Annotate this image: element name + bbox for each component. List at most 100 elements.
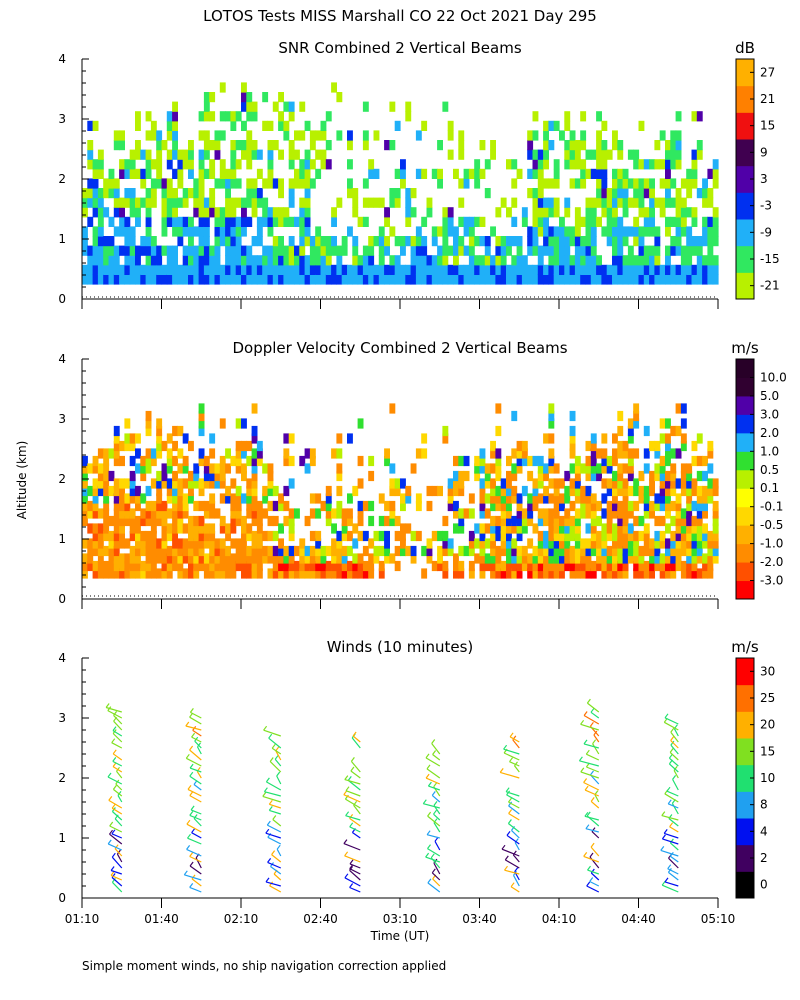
snr-cell bbox=[230, 274, 237, 285]
doppler-cell bbox=[686, 560, 693, 572]
snr-cell bbox=[193, 264, 200, 275]
colorbar-swatch bbox=[736, 871, 754, 899]
snr-cell bbox=[707, 236, 714, 247]
snr-cell bbox=[209, 168, 216, 179]
snr-cell bbox=[331, 236, 337, 247]
snr-cell bbox=[680, 178, 687, 189]
wind-barb-flag bbox=[593, 730, 598, 736]
snr-cell bbox=[405, 111, 412, 122]
snr-cell bbox=[214, 216, 221, 227]
wind-barb bbox=[667, 868, 679, 875]
snr-cell bbox=[670, 274, 677, 285]
wind-barb-flag bbox=[433, 801, 438, 806]
doppler-cell bbox=[659, 470, 666, 482]
snr-cell bbox=[532, 207, 539, 218]
wind-barb bbox=[189, 716, 202, 725]
snr-cell bbox=[405, 188, 412, 199]
snr-cell bbox=[590, 197, 597, 208]
wind-barb-flag bbox=[345, 811, 350, 817]
snr-cell bbox=[288, 245, 295, 256]
doppler-cell bbox=[198, 485, 205, 497]
snr-cell bbox=[140, 236, 147, 247]
doppler-cell bbox=[442, 545, 449, 557]
snr-cell bbox=[294, 149, 300, 160]
snr-cell bbox=[166, 149, 173, 160]
wind-barb bbox=[111, 881, 123, 893]
colorbar-swatch bbox=[736, 469, 754, 489]
snr-cell bbox=[283, 207, 290, 218]
snr-cell bbox=[622, 197, 629, 208]
snr-cell bbox=[447, 226, 454, 237]
snr-cell bbox=[108, 216, 115, 227]
doppler-cell bbox=[707, 440, 714, 452]
doppler-cell bbox=[574, 538, 581, 549]
snr-cell bbox=[495, 236, 502, 247]
wind-barb bbox=[508, 805, 520, 815]
doppler-cell bbox=[696, 538, 703, 549]
wind-barb bbox=[590, 872, 600, 881]
snr-cell bbox=[113, 264, 120, 275]
snr-cell bbox=[156, 140, 163, 151]
wind-barb bbox=[428, 785, 440, 791]
snr-cell bbox=[617, 140, 624, 151]
doppler-cell bbox=[691, 553, 698, 564]
doppler-cell bbox=[707, 538, 714, 549]
doppler-cell bbox=[691, 523, 698, 534]
doppler-cell bbox=[617, 538, 624, 549]
doppler-cell bbox=[97, 470, 104, 482]
doppler-cell bbox=[156, 493, 163, 504]
wind-barb-flag bbox=[506, 831, 511, 836]
doppler-cell bbox=[309, 493, 316, 504]
doppler-cell bbox=[230, 538, 237, 549]
doppler-cell bbox=[309, 560, 316, 572]
snr-cell bbox=[283, 255, 290, 266]
snr-cell bbox=[368, 255, 375, 266]
snr-cell bbox=[315, 255, 322, 266]
snr-cell bbox=[670, 245, 677, 256]
doppler-cell bbox=[108, 545, 115, 557]
snr-cell bbox=[166, 274, 173, 285]
snr-cell bbox=[596, 178, 602, 189]
snr-cell bbox=[516, 245, 523, 256]
wind-barb-flag bbox=[432, 750, 437, 755]
doppler-cell bbox=[325, 485, 332, 497]
doppler-cell bbox=[601, 545, 608, 557]
doppler-cell bbox=[87, 538, 94, 549]
snr-cell bbox=[288, 101, 295, 112]
doppler-cell bbox=[426, 545, 433, 557]
snr-cell bbox=[437, 245, 443, 256]
doppler-cell bbox=[691, 545, 698, 557]
doppler-cell bbox=[87, 545, 94, 557]
snr-cell bbox=[267, 207, 274, 218]
wind-barb bbox=[669, 751, 679, 761]
snr-cell bbox=[304, 226, 311, 237]
snr-cell bbox=[670, 159, 677, 170]
doppler-cell bbox=[474, 455, 481, 467]
doppler-cell bbox=[230, 523, 237, 534]
doppler-cell bbox=[468, 545, 475, 557]
snr-cell bbox=[230, 149, 237, 160]
colorbar-label: 10.0 bbox=[760, 370, 787, 384]
snr-cell bbox=[458, 178, 465, 189]
doppler-cell bbox=[680, 463, 687, 474]
snr-cell bbox=[92, 197, 99, 208]
snr-cell bbox=[649, 178, 655, 189]
wind-barb bbox=[189, 795, 202, 803]
doppler-cell bbox=[691, 440, 698, 452]
snr-cell bbox=[543, 245, 549, 256]
doppler-cell bbox=[172, 538, 178, 549]
snr-cell bbox=[198, 111, 205, 122]
doppler-cell bbox=[156, 448, 163, 459]
snr-cell bbox=[241, 120, 247, 131]
doppler-cell bbox=[543, 545, 549, 557]
snr-cell bbox=[421, 245, 428, 256]
snr-cell bbox=[675, 216, 682, 227]
snr-cell bbox=[389, 140, 396, 151]
doppler-cell bbox=[543, 538, 549, 549]
snr-cell bbox=[606, 149, 613, 160]
doppler-cell bbox=[214, 560, 221, 572]
doppler-cell bbox=[633, 553, 640, 564]
snr-cell bbox=[638, 245, 645, 256]
doppler-cell bbox=[251, 455, 258, 467]
doppler-cell bbox=[92, 478, 99, 489]
